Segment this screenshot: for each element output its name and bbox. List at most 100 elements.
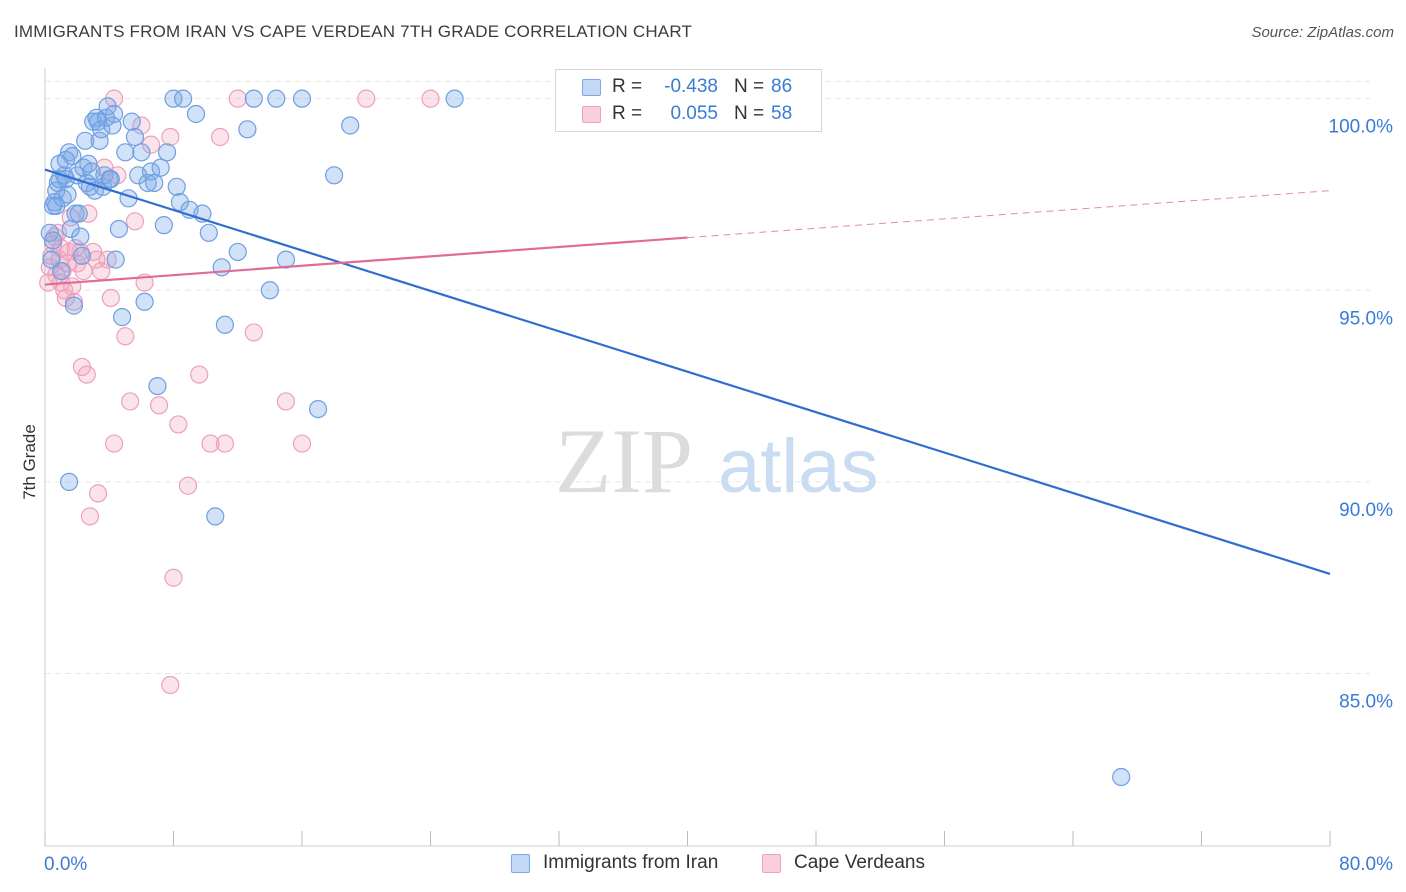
legend-row-iran: R = -0.438 N = 86 <box>556 74 821 100</box>
watermark: ZIP atlas <box>555 410 879 512</box>
point-iran <box>103 116 122 135</box>
legend-n-label: N = <box>734 76 765 97</box>
legend-r-label: R = <box>612 76 643 97</box>
point-iran <box>69 204 88 223</box>
point-cape <box>116 327 135 346</box>
point-cape <box>178 476 198 495</box>
y-tick-label: 90.0% <box>1339 500 1393 521</box>
point-iran <box>43 231 63 250</box>
axes <box>44 68 1331 847</box>
point-cape <box>79 204 98 223</box>
bottom-legend-label-cape: Cape Verdeans <box>794 852 925 873</box>
point-iran <box>47 196 66 216</box>
legend-r-label: R = <box>612 103 643 124</box>
point-iran <box>122 112 141 131</box>
point-iran <box>58 185 77 204</box>
bottom-legend-label-iran: Immigrants from Iran <box>543 852 719 873</box>
y-tick-label: 100.0% <box>1329 117 1394 138</box>
point-iran <box>82 162 101 181</box>
point-iran <box>167 177 186 196</box>
point-cape <box>421 89 440 108</box>
point-iran <box>151 158 170 177</box>
correlation-legend: R = -0.438 N = 86 R = 0.055 N = 58 <box>555 69 822 132</box>
series-immigrants-from-iran <box>40 89 1131 787</box>
point-iran <box>109 219 128 239</box>
point-iran <box>92 120 111 139</box>
point-iran <box>116 143 135 162</box>
point-cape <box>80 507 100 526</box>
point-iran <box>141 162 161 181</box>
y-tick-label: 95.0% <box>1339 308 1393 329</box>
chart-title: IMMIGRANTS FROM IRAN VS CAPE VERDEAN 7TH… <box>14 22 693 41</box>
trend-line-cape-extension <box>687 190 1331 239</box>
point-iran <box>76 131 95 150</box>
legend-r-value: -0.438 <box>664 76 718 97</box>
point-iran <box>72 246 92 265</box>
y-axis-label: 7th Grade <box>20 424 39 500</box>
point-cape <box>169 415 188 434</box>
point-cape <box>357 89 376 108</box>
legend-swatch-cape <box>582 106 601 123</box>
point-iran <box>228 242 247 262</box>
point-iran <box>244 89 263 108</box>
point-iran <box>308 399 328 419</box>
point-cape <box>164 568 183 587</box>
x-tick-label: 80.0% <box>1339 854 1393 875</box>
point-cape <box>125 212 145 231</box>
point-iran <box>71 227 90 246</box>
point-iran <box>170 193 190 212</box>
point-iran <box>154 216 173 235</box>
point-iran <box>325 166 344 185</box>
point-cape <box>276 392 296 411</box>
point-cape <box>101 288 120 308</box>
watermark-atlas: atlas <box>718 424 879 509</box>
point-iran <box>145 173 164 193</box>
point-iran <box>238 120 257 139</box>
point-cape <box>77 365 96 384</box>
bottom-legend-swatch-iran <box>511 854 530 873</box>
point-cape <box>228 89 247 108</box>
point-cape <box>64 292 84 311</box>
source-credit: Source: ZipAtlas.com <box>1251 24 1394 41</box>
point-iran <box>260 281 279 300</box>
y-tick-label: 85.0% <box>1339 692 1393 713</box>
point-cape <box>74 262 93 281</box>
point-iran <box>132 143 151 162</box>
point-iran <box>106 250 125 269</box>
point-iran <box>206 507 225 526</box>
point-cape <box>104 434 124 453</box>
point-cape <box>292 434 312 453</box>
trend-line-cape <box>44 236 688 286</box>
legend-swatch-iran <box>582 79 601 96</box>
legend-n-value: 86 <box>771 76 793 97</box>
point-iran <box>445 89 464 108</box>
point-cape <box>161 127 180 147</box>
point-iran <box>292 89 312 108</box>
point-iran <box>59 472 79 492</box>
x-tick-label: 0.0% <box>44 854 87 875</box>
point-cape <box>201 434 220 453</box>
legend-r-value: 0.055 <box>670 103 718 124</box>
point-cape <box>244 323 263 342</box>
point-iran <box>90 131 109 150</box>
legend-n-value: 58 <box>771 103 793 124</box>
trend-lines <box>44 168 1331 575</box>
point-cape <box>190 365 209 384</box>
point-iran <box>267 89 286 108</box>
point-iran <box>174 89 193 108</box>
bottom-legend-swatch-cape <box>762 854 781 873</box>
point-iran <box>186 104 206 124</box>
point-cape <box>132 116 151 135</box>
point-iran <box>125 127 145 147</box>
legend-row-cape: R = 0.055 N = 58 <box>556 101 821 127</box>
point-iran <box>199 223 218 242</box>
point-cape <box>88 484 108 503</box>
point-iran <box>104 104 124 124</box>
point-iran <box>341 116 360 135</box>
legend-n-label: N = <box>734 103 765 124</box>
point-cape <box>210 127 230 147</box>
point-cape <box>141 135 161 154</box>
point-iran <box>157 143 177 162</box>
point-iran <box>215 315 234 334</box>
